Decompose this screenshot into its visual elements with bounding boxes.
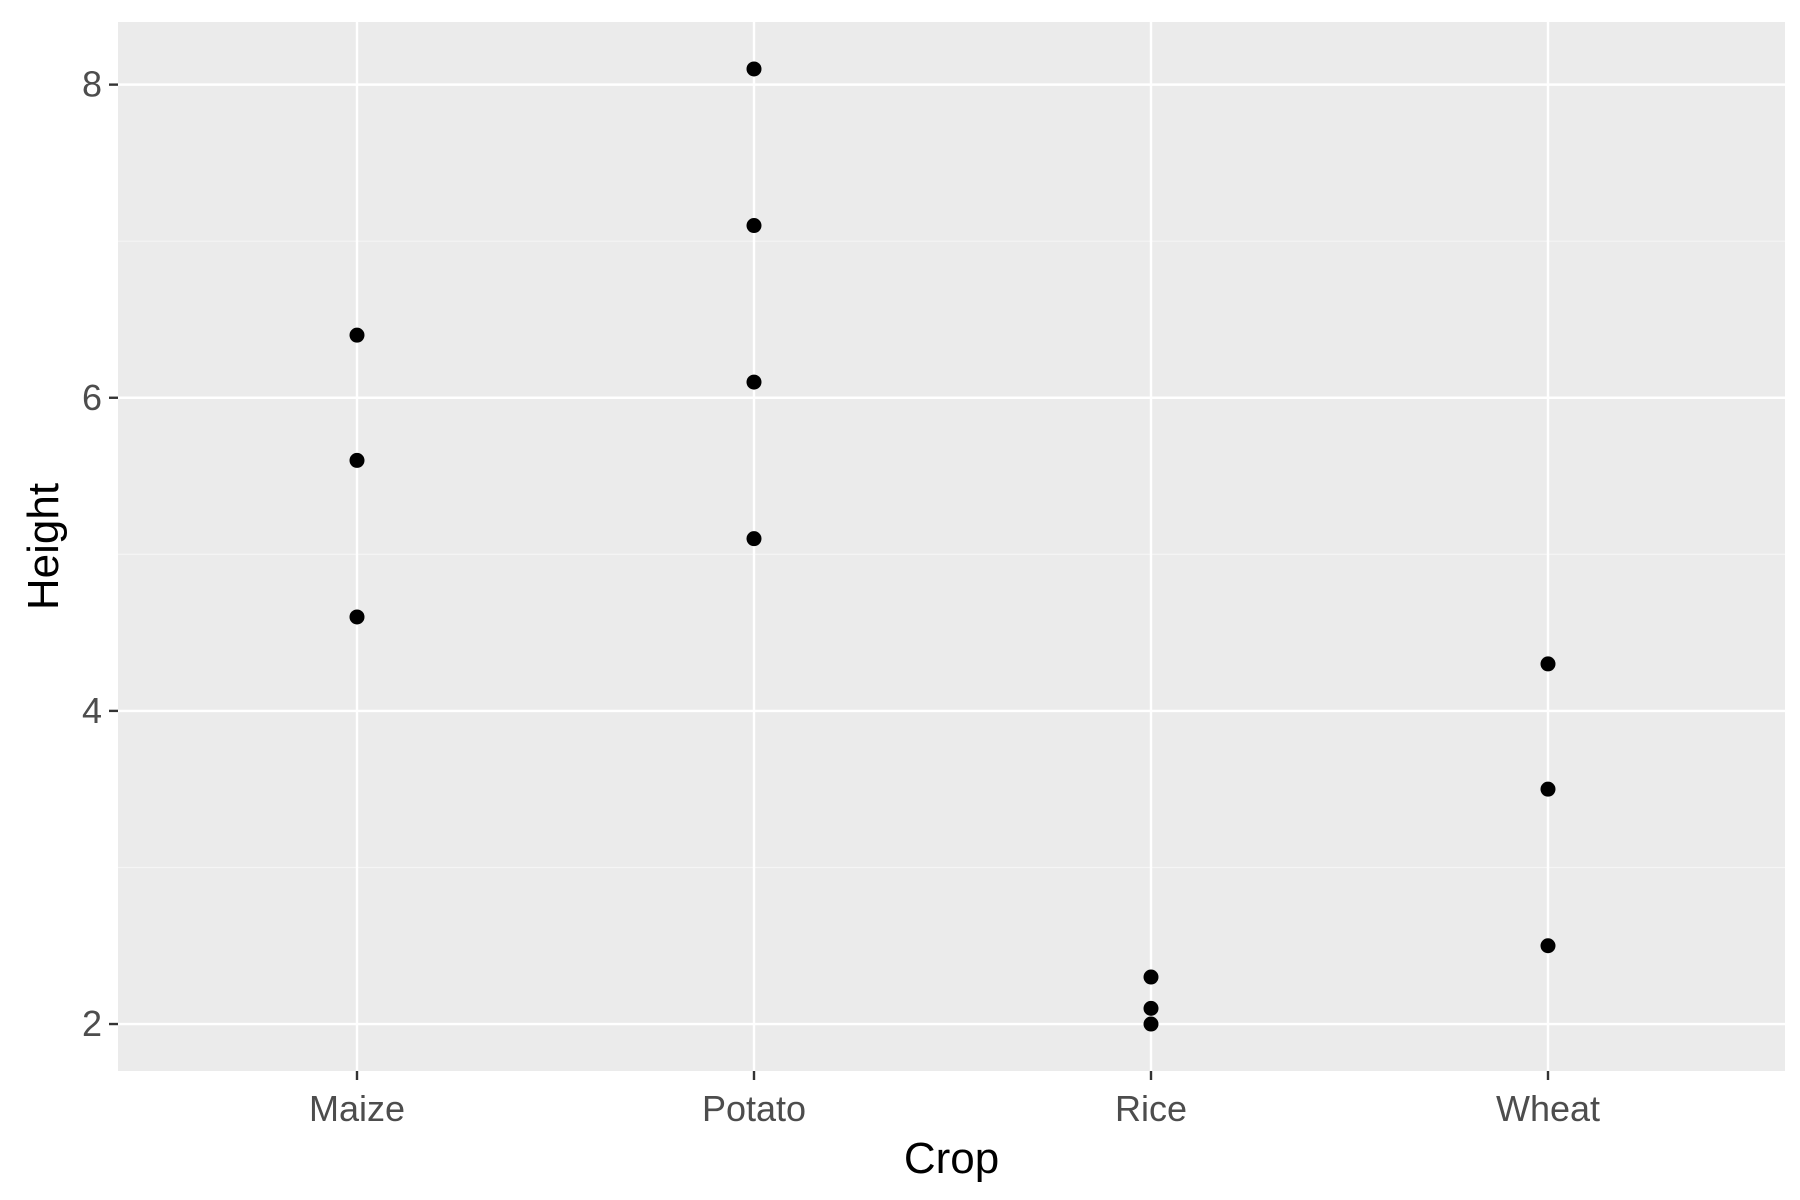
y-axis-title: Height [19,483,68,610]
x-tick-label: Rice [1115,1088,1187,1129]
data-point [1540,938,1556,954]
x-tick-label: Wheat [1496,1088,1600,1129]
data-point [1143,1000,1159,1016]
x-axis-ticks: Maize Potato Rice Wheat [309,1071,1600,1129]
plot-panel [118,22,1785,1071]
x-tick-label: Maize [309,1088,405,1129]
y-tick-label: 6 [82,377,102,418]
y-axis-ticks: 2 4 6 8 [82,64,118,1044]
data-points [349,61,1556,1032]
y-tick-label: 2 [82,1003,102,1044]
major-gridlines [118,22,1785,1071]
y-tick-label: 8 [82,64,102,105]
data-point [1143,1016,1159,1032]
data-point [349,609,365,625]
data-point [746,531,762,547]
data-point [1540,656,1556,672]
data-point [746,374,762,390]
x-tick-label: Potato [702,1088,806,1129]
y-tick-label: 4 [82,690,102,731]
data-point [1143,969,1159,985]
data-point [349,327,365,343]
data-point [349,452,365,468]
x-axis-title: Crop [904,1134,999,1183]
data-point [746,218,762,234]
data-point [746,61,762,77]
data-point [1540,781,1556,797]
minor-gridlines [118,240,1785,869]
